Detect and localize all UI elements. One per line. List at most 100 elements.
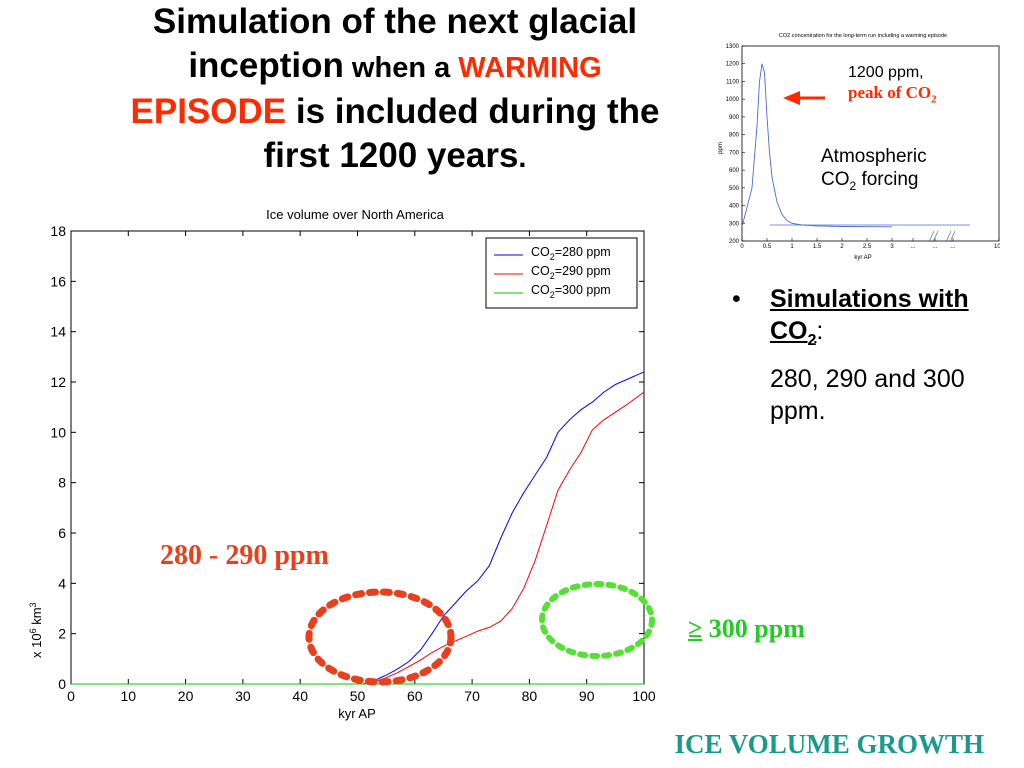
co2-y-tick-label: 700 bbox=[729, 150, 740, 156]
ice-volume-y-axis-label: x 106 km3 bbox=[28, 602, 44, 658]
co2-chart-title: CO2 concentration for the long-term run … bbox=[779, 33, 947, 39]
forcing-co: CO bbox=[821, 169, 850, 190]
y-tick-label: 0 bbox=[58, 676, 66, 692]
co2-y-tick-label: 200 bbox=[729, 239, 740, 245]
forcing-note-line2: CO2 forcing bbox=[821, 168, 927, 198]
peak-note-line1: 1200 ppm, bbox=[848, 64, 924, 81]
x-tick-label: 20 bbox=[178, 688, 194, 704]
series-line-0 bbox=[71, 371, 645, 685]
peak-arrow-icon bbox=[783, 91, 825, 105]
x-tick-label: 80 bbox=[522, 688, 538, 704]
y-tick-label: 6 bbox=[58, 525, 66, 541]
co2-x-tick-label: 100 bbox=[994, 244, 1000, 250]
bullet-values: 280, 290 and 300 ppm. bbox=[770, 365, 965, 425]
co2-y-tick-label: 1000 bbox=[726, 97, 740, 103]
legend-label-0: CO2=280 ppm bbox=[531, 245, 611, 262]
ice-volume-y-ticks: 0 2 4 6 8 10 12 14 16 18 bbox=[50, 223, 644, 692]
co2-inset-chart: CO2 concentration for the long-term run … bbox=[718, 33, 1000, 261]
co2-y-tick-label: 400 bbox=[729, 204, 740, 210]
slide-title: Simulation of the next glacial inception… bbox=[70, 0, 720, 180]
annotation-300-label: 300 ppm bbox=[702, 614, 805, 643]
co2-x-tick-label: 1.5 bbox=[813, 244, 822, 250]
co2-plot-frame bbox=[741, 45, 1000, 242]
bullet-heading-sub: 2 bbox=[807, 332, 817, 349]
co2-y-axis-label: ppm bbox=[718, 142, 724, 154]
title-warming: WARMING bbox=[458, 52, 602, 84]
co2-x-ticks: 0 0.5 1 1.5 2 2.5 3......... 100 bbox=[740, 238, 1000, 250]
co2-x-tick-label: 2.5 bbox=[863, 244, 872, 250]
x-tick-label: 40 bbox=[292, 688, 308, 704]
co2-y-tick-label: 500 bbox=[729, 186, 740, 192]
co2-peak-note: 1200 ppm, peak of CO2 bbox=[848, 63, 937, 109]
title-included: is included during the bbox=[286, 92, 660, 131]
legend-label-2: CO2=300 ppm bbox=[531, 283, 611, 300]
x-tick-label: 10 bbox=[121, 688, 137, 704]
bullet-heading-text: Simulations with CO bbox=[770, 285, 969, 345]
ice-volume-x-ticks: 0 10 20 30 40 50 60 70 80 90 100 bbox=[67, 231, 656, 704]
ice-volume-legend: CO2=280 ppm CO2=290 ppm CO2=300 ppm bbox=[485, 237, 638, 309]
ice-volume-x-axis-label: kyr AP bbox=[338, 706, 376, 721]
ice-volume-chart: Ice volume over North America 0 2 4 6 8 10 12 1… bbox=[28, 207, 656, 721]
co2-x-tick-label: ... bbox=[910, 244, 915, 250]
x-tick-label: 50 bbox=[350, 688, 366, 704]
bullet-marker: • bbox=[732, 285, 741, 313]
x-tick-label: 100 bbox=[632, 688, 656, 704]
x-tick-label: 0 bbox=[67, 688, 75, 704]
legend-label-1: CO2=290 ppm bbox=[531, 264, 611, 281]
y-tick-label: 18 bbox=[50, 223, 66, 239]
peak-note-line2: peak of CO2 bbox=[848, 83, 937, 109]
series-line-1 bbox=[71, 391, 645, 685]
co2-y-tick-label: 1100 bbox=[726, 79, 740, 85]
annotation-280-290: 280 - 290 ppm bbox=[160, 540, 329, 571]
co2-x-axis-label: kyr AP bbox=[854, 255, 871, 261]
peak-note-sub: 2 bbox=[931, 93, 937, 106]
title-period: . bbox=[518, 142, 527, 174]
co2-y-tick-label: 600 bbox=[729, 168, 740, 174]
co2-y-tick-label: 1300 bbox=[726, 44, 740, 50]
title-when-a: when a bbox=[343, 52, 459, 84]
co2-x-tick-label: ... bbox=[950, 244, 955, 250]
x-tick-label: 90 bbox=[579, 688, 595, 704]
co2-y-tick-label: 800 bbox=[729, 133, 740, 139]
y-tick-label: 14 bbox=[50, 324, 66, 340]
ice-volume-series bbox=[71, 371, 645, 685]
y-tick-label: 8 bbox=[58, 475, 66, 491]
bullet-heading: Simulations with CO2: bbox=[770, 283, 970, 357]
peak-note-text: peak of CO bbox=[848, 83, 932, 102]
y-tick-label: 16 bbox=[50, 273, 66, 289]
greater-equal-symbol: ≥ bbox=[688, 614, 703, 643]
title-first-1200-years: first 1200 years bbox=[263, 136, 519, 175]
co2-y-tick-label: 1200 bbox=[726, 62, 740, 68]
red-dotted-ellipse bbox=[305, 588, 455, 686]
x-tick-label: 60 bbox=[407, 688, 423, 704]
co2-x-tick-label: 0 bbox=[740, 244, 744, 250]
annotation-300: ≥ 300 ppm bbox=[688, 613, 805, 644]
y-tick-label: 4 bbox=[58, 575, 66, 591]
svg-text:x 106 km3: x 106 km3 bbox=[28, 602, 44, 658]
y-tick-label: 2 bbox=[58, 626, 66, 642]
axis-break-marks bbox=[928, 230, 956, 243]
co2-y-tick-label: 300 bbox=[729, 221, 740, 227]
co2-x-tick-label: 0.5 bbox=[763, 244, 772, 250]
title-inception: inception bbox=[188, 46, 344, 85]
footer-title: ICE VOLUME GROWTH bbox=[674, 729, 985, 759]
green-dotted-ellipse bbox=[539, 581, 655, 659]
co2-x-tick-label: 2 bbox=[840, 244, 844, 250]
co2-forcing-note: Atmospheric CO2 forcing bbox=[821, 145, 927, 198]
co2-y-ticks: 200 300 400 500 600 700 800 900 1000 1100 1200 1300 bbox=[726, 44, 745, 245]
x-tick-label: 70 bbox=[464, 688, 480, 704]
bullet-colon: : bbox=[816, 317, 824, 345]
co2-y-tick-label: 900 bbox=[729, 115, 740, 121]
forcing-word: forcing bbox=[856, 169, 919, 190]
y-tick-label: 10 bbox=[50, 424, 66, 440]
forcing-sub: 2 bbox=[849, 178, 857, 193]
co2-x-tick-label: 1 bbox=[790, 244, 794, 250]
co2-x-tick-label: 3 bbox=[890, 244, 894, 250]
co2-x-tick-label: ... bbox=[932, 244, 937, 250]
legend-box bbox=[485, 237, 638, 309]
ice-volume-chart-title: Ice volume over North America bbox=[266, 207, 445, 222]
y-tick-label: 12 bbox=[50, 374, 66, 390]
title-line-1: Simulation of the next glacial bbox=[152, 2, 638, 41]
title-episode: EPISODE bbox=[130, 92, 287, 131]
x-tick-label: 30 bbox=[235, 688, 251, 704]
